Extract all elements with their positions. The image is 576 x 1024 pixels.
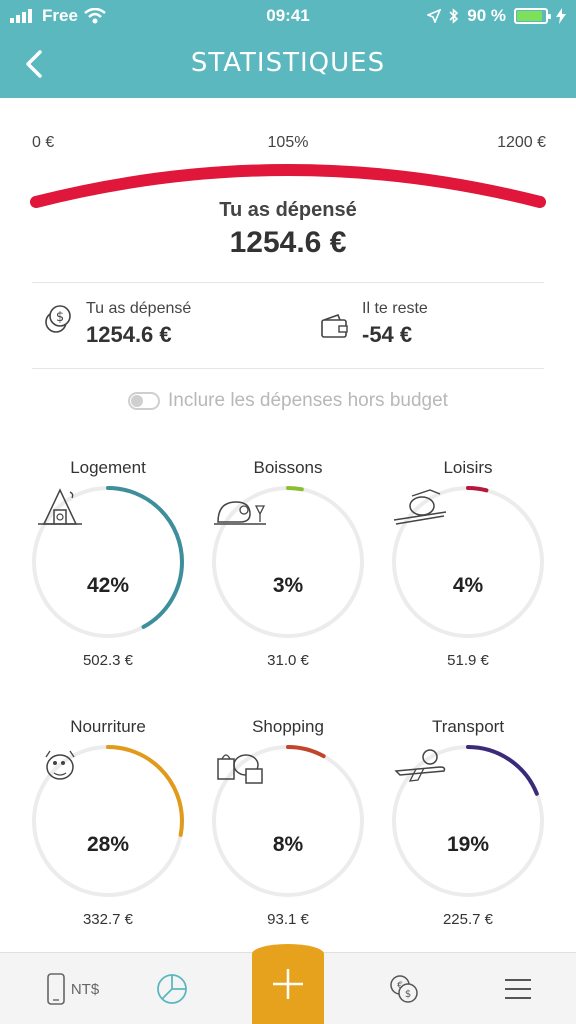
tent-icon <box>38 488 82 525</box>
signal-icon <box>10 9 32 23</box>
category-amount: 502.3 € <box>82 652 134 669</box>
gauge-percent-label: 105% <box>267 134 309 151</box>
toggle-label: Inclure les dépenses hors budget <box>168 390 448 411</box>
location-icon <box>427 9 442 23</box>
category-ring <box>212 745 364 897</box>
phone-icon <box>47 973 65 1005</box>
category-name: Loisirs <box>443 458 493 477</box>
tab-menu[interactable] <box>488 953 548 1024</box>
category-ring <box>212 486 364 638</box>
category-percent: 3% <box>272 574 304 597</box>
category-percent: 4% <box>452 574 484 597</box>
pie-chart-icon <box>157 974 187 1004</box>
category-name: Shopping <box>252 717 324 736</box>
ring-progress <box>32 745 184 897</box>
top-bar: Free 09:41 90 % STATISTIQUES <box>0 0 576 98</box>
wifi-icon <box>84 8 106 24</box>
ring-progress <box>392 745 544 897</box>
tab-currency[interactable]: NT$ <box>28 953 118 1024</box>
back-button[interactable] <box>18 46 54 82</box>
category-amount: 51.9 € <box>447 652 489 669</box>
budget-toggle-row: Inclure les dépenses hors budget <box>0 390 576 412</box>
divider <box>32 368 544 369</box>
spent-label: Tu as dépensé <box>86 300 192 317</box>
category-name: Boissons <box>253 458 323 477</box>
category-boissons[interactable]: Boissons 3% 31.0 € <box>208 458 368 669</box>
category-transport[interactable]: Transport 19% 225.7 € <box>388 717 548 928</box>
category-percent: 8% <box>272 833 304 856</box>
remaining-label: Il te reste <box>362 300 428 317</box>
tab-exchange[interactable]: € $ <box>372 953 436 1024</box>
svg-text:$: $ <box>405 989 411 1000</box>
plane-icon <box>394 749 446 782</box>
ring-progress <box>392 486 544 638</box>
currency-exchange-icon: € $ <box>390 975 418 1003</box>
remaining-value: -54 € <box>362 322 413 347</box>
ring-progress <box>32 486 184 638</box>
svg-text:€: € <box>397 981 403 991</box>
category-amount: 31.0 € <box>267 652 309 669</box>
food-icon <box>45 750 75 780</box>
bluetooth-icon <box>449 8 459 24</box>
currency-label: NT$ <box>70 980 100 998</box>
battery-percent: 90 % <box>467 6 506 25</box>
category-percent: 42% <box>86 574 130 597</box>
wallet-icon <box>321 314 348 338</box>
category-ring <box>392 486 544 638</box>
gauge-max-label: 1200 € <box>497 134 546 151</box>
category-ring <box>392 745 544 897</box>
cocktail-icon <box>214 501 266 525</box>
gauge-min-label: 0 € <box>32 134 55 151</box>
category-amount: 93.1 € <box>267 911 309 928</box>
summary-spent: $ Tu as dépensé 1254.6 € <box>44 300 191 348</box>
carrier-name: Free <box>42 6 78 25</box>
charging-icon <box>556 8 566 24</box>
status-time: 09:41 <box>266 6 310 25</box>
tab-statistics[interactable] <box>140 953 204 1024</box>
category-name: Logement <box>70 458 146 477</box>
svg-text:$: $ <box>56 310 64 325</box>
category-loisirs[interactable]: Loisirs 4% 51.9 € <box>388 458 548 669</box>
category-shopping[interactable]: Shopping 8% 93.1 € <box>208 717 368 928</box>
divider <box>32 282 544 283</box>
spent-value: 1254.6 € <box>86 322 172 347</box>
gauge-fill <box>30 164 546 208</box>
add-expense-button[interactable] <box>252 944 324 1024</box>
category-nourriture[interactable]: Nourriture 28% 332.7 € <box>28 717 188 928</box>
status-bar: Free 09:41 90 % <box>0 0 576 34</box>
summary-remaining: Il te reste -54 € <box>320 300 428 348</box>
budget-gauge <box>30 164 546 208</box>
carrier: Free <box>10 6 106 26</box>
category-logement[interactable]: Logement 42% 502.3 € <box>28 458 188 669</box>
category-amount: 332.7 € <box>82 911 134 928</box>
battery-icon <box>514 8 551 24</box>
ring-progress <box>212 486 364 638</box>
category-name: Nourriture <box>70 717 146 736</box>
plus-icon <box>273 969 303 999</box>
status-right: 90 % <box>427 6 566 26</box>
gauge-amount: 1254.6 € <box>229 226 347 259</box>
coins-icon: $ <box>45 305 71 333</box>
category-ring <box>32 486 184 638</box>
ring-progress <box>212 745 364 897</box>
category-amount: 225.7 € <box>442 911 494 928</box>
menu-icon <box>505 979 531 999</box>
include-off-budget-toggle[interactable] <box>128 392 161 410</box>
gauge-caption: Tu as dépensé <box>219 199 357 221</box>
category-percent: 19% <box>446 833 490 856</box>
ski-icon <box>393 489 447 525</box>
page-title: STATISTIQUES <box>190 48 386 78</box>
category-percent: 28% <box>86 833 130 856</box>
category-name: Transport <box>431 717 505 736</box>
category-ring <box>32 745 184 897</box>
shopping-icon <box>217 754 263 784</box>
